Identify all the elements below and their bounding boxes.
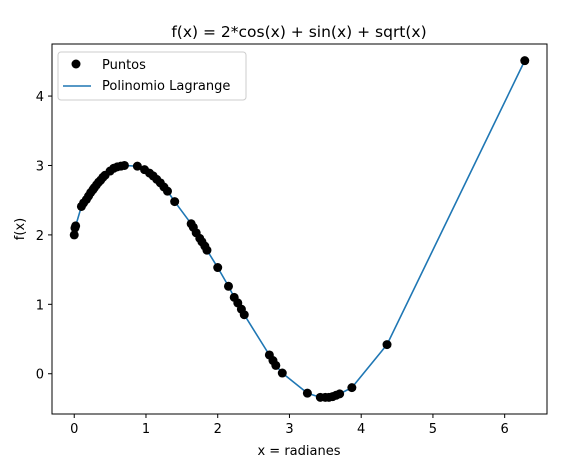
x-tick-label: 6: [501, 422, 509, 437]
y-axis-label: f(x): [13, 218, 28, 240]
x-tick-label: 1: [142, 422, 150, 437]
y-tick-label: 1: [36, 298, 44, 313]
data-point: [239, 310, 249, 320]
y-tick-label: 0: [36, 368, 44, 383]
data-point: [170, 197, 180, 207]
data-point: [163, 186, 172, 196]
data-point: [202, 245, 212, 255]
y-tick-label: 3: [36, 159, 44, 174]
x-tick-label: 4: [357, 422, 365, 437]
data-point: [271, 360, 281, 370]
legend-label-puntos: Puntos: [102, 58, 146, 73]
legend-marker-puntos: [71, 59, 81, 69]
legend-frame: [57, 51, 247, 101]
data-point: [277, 368, 287, 378]
x-tick-label: 3: [285, 422, 293, 437]
legend: Puntos Polinomio Lagrange: [57, 51, 247, 101]
data-point: [520, 56, 530, 66]
plot-layer: [69, 56, 530, 402]
data-point: [132, 161, 142, 171]
data-point: [347, 383, 357, 393]
data-point: [302, 388, 312, 398]
data-point: [335, 389, 345, 399]
legend-label-lagrange: Polinomio Lagrange: [102, 79, 230, 94]
axes-frame: [51, 43, 548, 415]
x-tick-label: 2: [214, 422, 222, 437]
data-point: [213, 263, 223, 273]
chart-title: f(x) = 2*cos(x) + sin(x) + sqrt(x): [171, 23, 426, 41]
data-point: [223, 281, 233, 291]
x-tick-label: 5: [429, 422, 437, 437]
data-point: [71, 221, 81, 231]
data-point: [69, 230, 79, 240]
x-tick-label: 0: [70, 422, 78, 437]
x-axis-label: x = radianes: [257, 444, 340, 459]
data-point: [119, 160, 129, 170]
ticks-layer: 0 1 2 3 4 5 6 0 1 2 3 4: [36, 90, 509, 437]
lagrange-line: [73, 60, 526, 399]
y-tick-label: 4: [36, 90, 44, 105]
y-tick-label: 2: [36, 229, 44, 244]
data-point: [382, 340, 392, 350]
